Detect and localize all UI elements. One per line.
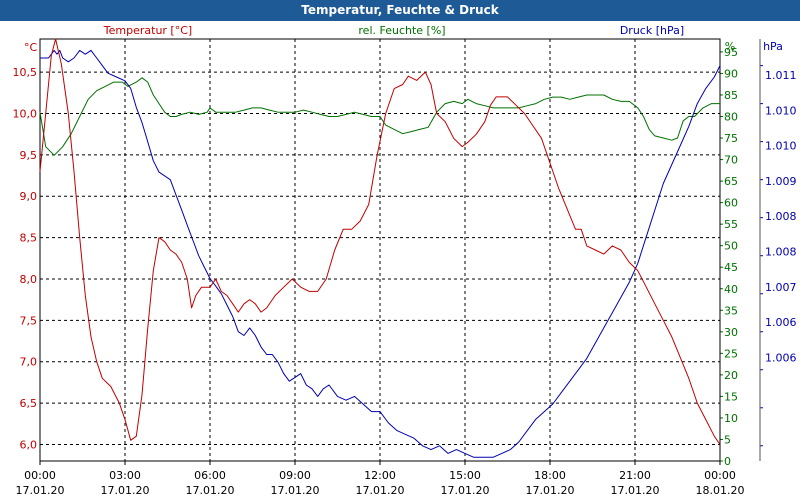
pressure-tick-label: 1.006 [765, 351, 797, 364]
temperature-tick-label: 6,5 [20, 397, 38, 410]
plot-frame [39, 38, 721, 462]
humidity-tick-label: 70 [724, 154, 738, 167]
series-group [39, 38, 721, 458]
humidity-tick-label: 35 [724, 304, 738, 317]
x-tick-date: 18.01.20 [696, 484, 745, 497]
humidity-tick-label: 90 [724, 67, 738, 80]
temperature-unit-label: °C [24, 41, 38, 54]
pressure-tick-label: 1.009 [765, 175, 797, 188]
humidity-tick-label: 95 [724, 46, 738, 59]
x-tick-date: 17.01.20 [356, 484, 405, 497]
x-tick-date: 17.01.20 [271, 484, 320, 497]
humidity-legend: rel. Feuchte [%] [358, 24, 445, 37]
pressure-tick-label: 1.011 [765, 69, 797, 82]
pressure-legend: Druck [hPa] [620, 24, 684, 37]
temperature-tick-label: 6,0 [20, 438, 38, 451]
x-tick-time: 09:00 [279, 469, 311, 482]
x-tick-time: 21:00 [619, 469, 651, 482]
temperature-tick-label: 9,5 [20, 149, 38, 162]
pressure-tick-label: 1.008 [765, 246, 797, 259]
x-tick-date: 17.01.20 [16, 484, 65, 497]
x-tick-time: 15:00 [449, 469, 481, 482]
title-bar [0, 0, 800, 21]
temperature-tick-label: 7,5 [20, 314, 38, 327]
pressure-tick-label: 1.008 [765, 210, 797, 223]
pressure-tick-label: 1.010 [765, 140, 797, 153]
temperature-tick-label: 7,0 [20, 356, 38, 369]
temperature-tick-label: 10,0 [13, 107, 38, 120]
temperature-tick-label: 8,0 [20, 273, 38, 286]
humidity-line [39, 77, 720, 156]
grid [39, 39, 763, 465]
chart-title: Temperatur, Feuchte & Druck [301, 3, 499, 17]
humidity-tick-label: 45 [724, 261, 738, 274]
humidity-tick-label: 5 [724, 433, 731, 446]
x-tick-time: 00:00 [704, 469, 736, 482]
x-tick-date: 17.01.20 [611, 484, 660, 497]
x-tick-time: 00:00 [24, 469, 56, 482]
humidity-tick-label: 20 [724, 369, 738, 382]
axis-labels: 10,5 10,0 9,5 9,0 8,5 8,0 7,5 7,0 6,5 6,0 00:00 17.… [13, 46, 797, 497]
humidity-tick-label: 60 [724, 197, 738, 210]
x-tick-time: 12:00 [364, 469, 396, 482]
humidity-tick-label: 40 [724, 283, 738, 296]
temperature-tick-label: 10,5 [13, 66, 38, 79]
humidity-tick-label: 85 [724, 89, 738, 102]
temperature-tick-label: 8,5 [20, 232, 38, 245]
x-tick-time: 06:00 [194, 469, 226, 482]
temperature-legend: Temperatur [°C] [103, 24, 192, 37]
x-tick-date: 17.01.20 [186, 484, 235, 497]
humidity-tick-label: 0 [724, 455, 731, 468]
humidity-tick-label: 10 [724, 412, 738, 425]
x-tick-time: 18:00 [534, 469, 566, 482]
x-tick-date: 17.01.20 [101, 484, 150, 497]
humidity-tick-label: 80 [724, 111, 738, 124]
pressure-tick-label: 1.007 [765, 281, 797, 294]
x-tick-time: 03:00 [109, 469, 141, 482]
humidity-tick-label: 65 [724, 175, 738, 188]
pressure-line [40, 49, 721, 458]
temperature-tick-label: 9,0 [20, 190, 38, 203]
pressure-unit-label: hPa [763, 40, 783, 53]
humidity-tick-label: 75 [724, 132, 738, 145]
x-tick-date: 17.01.20 [441, 484, 490, 497]
pressure-tick-label: 1.006 [765, 316, 797, 329]
humidity-unit-label: % [725, 40, 735, 53]
pressure-tick-label: 1.010 [765, 104, 797, 117]
temperature-line [39, 38, 721, 445]
humidity-tick-label: 50 [724, 240, 738, 253]
humidity-tick-label: 30 [724, 326, 738, 339]
humidity-tick-label: 55 [724, 218, 738, 231]
humidity-tick-label: 15 [724, 390, 738, 403]
humidity-tick-label: 25 [724, 347, 738, 360]
x-tick-date: 17.01.20 [526, 484, 575, 497]
